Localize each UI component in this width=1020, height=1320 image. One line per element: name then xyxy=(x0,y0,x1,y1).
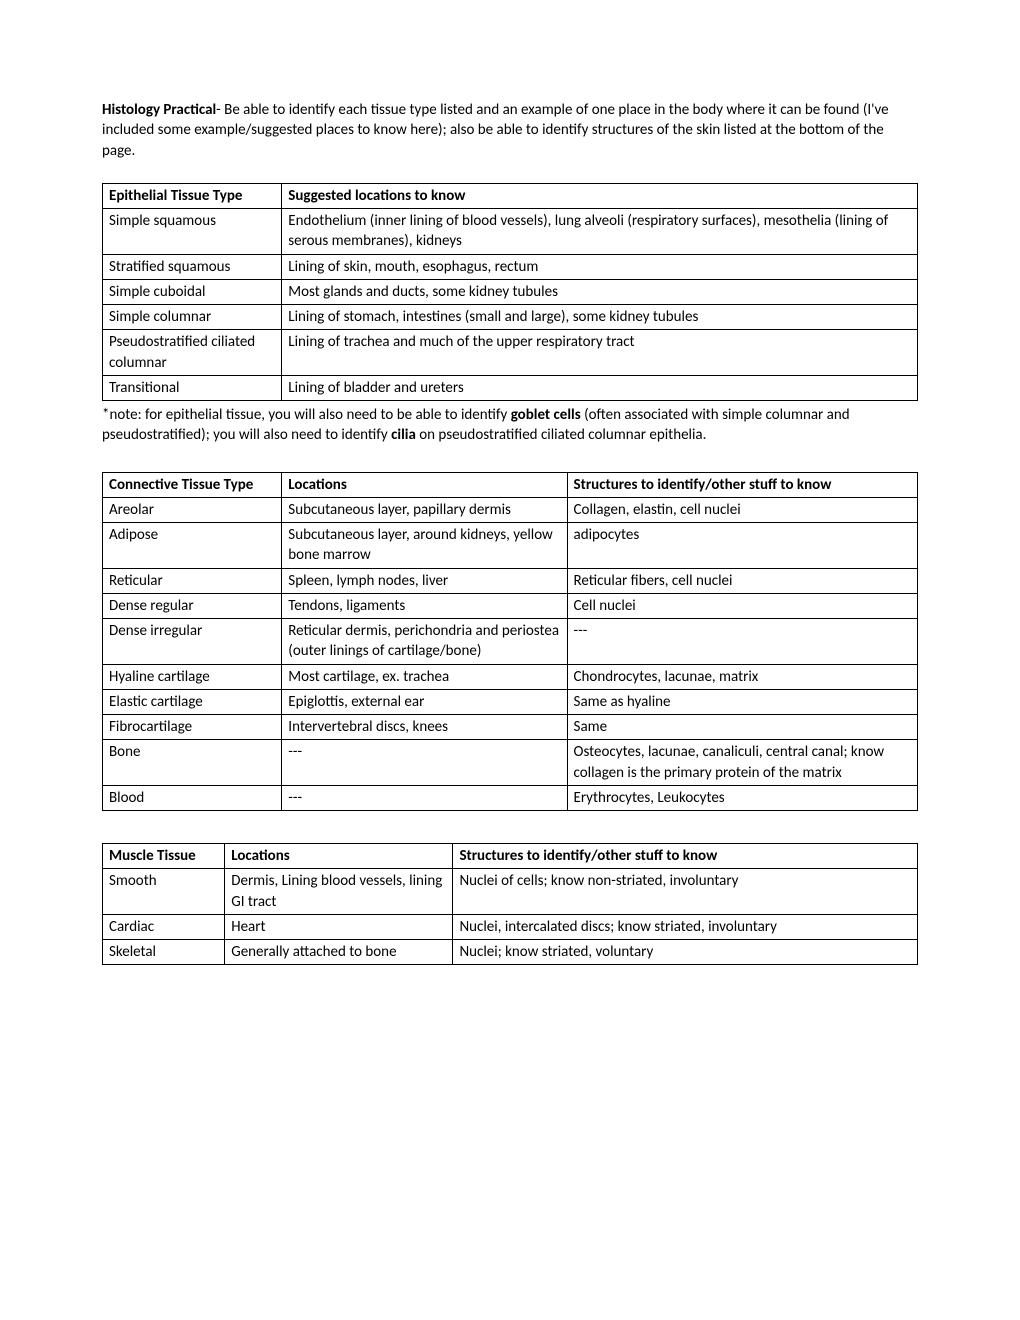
table-header-row: Epithelial Tissue Type Suggested locatio… xyxy=(103,183,918,208)
table-row: SkeletalGenerally attached to boneNuclei… xyxy=(103,940,918,965)
table-row: Blood---Erythrocytes, Leukocytes xyxy=(103,785,918,810)
table-row: Simple columnarLining of stomach, intest… xyxy=(103,305,918,330)
intro-rest: - Be able to identify each tissue type l… xyxy=(102,101,889,160)
table-row: Stratified squamousLining of skin, mouth… xyxy=(103,254,918,279)
table-row: Pseudostratified ciliated columnarLining… xyxy=(103,330,918,376)
intro-paragraph: Histology Practical- Be able to identify… xyxy=(102,100,918,161)
table-row: Dense regularTendons, ligamentsCell nucl… xyxy=(103,593,918,618)
table-row: TransitionalLining of bladder and ureter… xyxy=(103,375,918,400)
table-row: AreolarSubcutaneous layer, papillary der… xyxy=(103,497,918,522)
table-row: ReticularSpleen, lymph nodes, liverRetic… xyxy=(103,568,918,593)
table-header-row: Connective Tissue Type Locations Structu… xyxy=(103,472,918,497)
table-header-row: Muscle Tissue Locations Structures to id… xyxy=(103,844,918,869)
table-row: Elastic cartilageEpiglottis, external ea… xyxy=(103,689,918,714)
muscle-table: Muscle Tissue Locations Structures to id… xyxy=(102,843,918,965)
table-row: AdiposeSubcutaneous layer, around kidney… xyxy=(103,523,918,569)
conn-h2: Locations xyxy=(282,472,567,497)
intro-lead: Histology Practical xyxy=(102,101,216,119)
table-row: Bone---Osteocytes, lacunae, canaliculi, … xyxy=(103,740,918,786)
connective-table: Connective Tissue Type Locations Structu… xyxy=(102,472,918,812)
table-row: SmoothDermis, Lining blood vessels, lini… xyxy=(103,869,918,915)
mus-h3: Structures to identify/other stuff to kn… xyxy=(453,844,918,869)
conn-h1: Connective Tissue Type xyxy=(103,472,282,497)
mus-h2: Locations xyxy=(225,844,453,869)
mus-h1: Muscle Tissue xyxy=(103,844,225,869)
epi-h2: Suggested locations to know xyxy=(282,183,918,208)
table-row: Simple squamousEndothelium (inner lining… xyxy=(103,209,918,255)
table-row: FibrocartilageIntervertebral discs, knee… xyxy=(103,715,918,740)
table-row: Simple cuboidalMost glands and ducts, so… xyxy=(103,279,918,304)
epithelial-note: *note: for epithelial tissue, you will a… xyxy=(102,405,918,446)
table-row: Hyaline cartilageMost cartilage, ex. tra… xyxy=(103,664,918,689)
table-row: CardiacHeartNuclei, intercalated discs; … xyxy=(103,914,918,939)
table-row: Dense irregularReticular dermis, pericho… xyxy=(103,619,918,665)
epi-h1: Epithelial Tissue Type xyxy=(103,183,282,208)
epithelial-table: Epithelial Tissue Type Suggested locatio… xyxy=(102,183,918,401)
conn-h3: Structures to identify/other stuff to kn… xyxy=(567,472,917,497)
